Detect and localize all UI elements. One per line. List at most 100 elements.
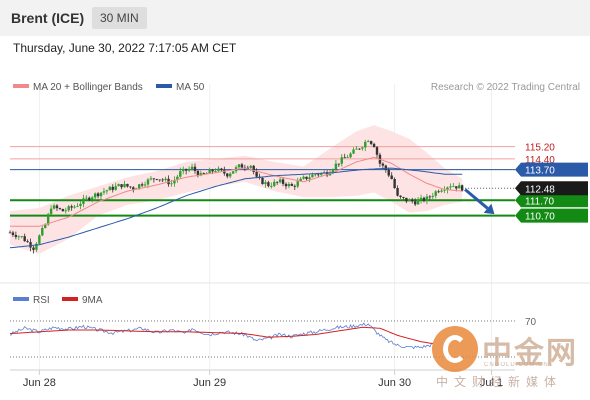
candle-body	[17, 236, 21, 238]
candle-body	[173, 180, 176, 184]
current-price-label: 112.48	[525, 184, 555, 195]
chart-header: Brent (ICE) 30 MIN	[0, 0, 590, 36]
projection-arrow	[464, 188, 495, 215]
watermark-name: 中金网	[482, 336, 578, 371]
level-label-111.70: 111.70	[525, 196, 555, 207]
ma50-legend-label: MA 50	[176, 82, 205, 93]
candle-body	[334, 163, 338, 170]
candle-body	[193, 166, 197, 171]
candle-body	[55, 205, 59, 209]
candle-body	[202, 173, 205, 174]
candle-body	[273, 181, 276, 186]
candle-body	[132, 187, 135, 190]
candle-body	[161, 179, 164, 181]
candle-body	[425, 196, 429, 201]
candle-body	[46, 214, 50, 225]
candle-body	[408, 199, 411, 202]
candle-body	[8, 232, 12, 234]
candle-body	[152, 178, 156, 180]
candle-body	[317, 174, 320, 176]
rsi-legend: RSI 9MA	[13, 295, 103, 306]
rsi-ma-legend-label: 9MA	[82, 295, 103, 306]
candle-body	[437, 191, 440, 193]
candle-body	[76, 205, 79, 207]
candle-body	[41, 227, 44, 236]
candle-body	[340, 157, 343, 164]
candle-body	[325, 172, 329, 176]
candle-body	[446, 187, 449, 190]
candle-body	[88, 197, 91, 200]
candle-body	[411, 199, 414, 202]
candle-body	[140, 184, 144, 186]
candle-body	[240, 164, 244, 168]
timeframe-badge[interactable]: 30 MIN	[92, 7, 147, 29]
candle-body	[399, 195, 402, 197]
candle-body	[93, 193, 97, 198]
candle-body	[82, 198, 85, 204]
ma20-swatch	[13, 84, 29, 88]
candle-body	[237, 164, 241, 168]
candle-body	[287, 184, 291, 187]
candle-body	[20, 236, 23, 238]
candle-body	[155, 179, 159, 180]
candle-body	[267, 182, 270, 187]
rsi-line	[9, 322, 434, 350]
candle-body	[111, 186, 114, 190]
rsi-ma-swatch	[62, 297, 78, 301]
candle-body	[364, 141, 367, 148]
level-tag-111.70	[515, 193, 588, 208]
level-tag-113.70	[515, 162, 588, 177]
candle-body	[44, 224, 47, 228]
candle-body	[440, 190, 443, 192]
candle-body	[366, 141, 370, 142]
candle-body	[361, 147, 364, 149]
candle-body	[158, 179, 161, 181]
candle-body	[252, 165, 255, 172]
candle-body	[384, 165, 388, 170]
candle-body	[352, 149, 355, 154]
rsi-pane: 70	[9, 317, 537, 358]
candle-body	[413, 201, 417, 205]
candle-body	[293, 185, 296, 187]
candle-body	[449, 186, 452, 188]
watermark: 中金网 CNGOLD.COM.CN 中文财经新媒体	[432, 326, 582, 390]
candle-body	[229, 173, 232, 177]
candle-body	[281, 179, 285, 184]
level-label-115.20: 115.20	[525, 143, 555, 154]
candle-body	[67, 206, 70, 211]
candle-body	[460, 185, 464, 191]
candle-body	[231, 171, 235, 174]
candle-body	[14, 234, 18, 238]
candle-body	[182, 168, 185, 172]
candle-body	[23, 236, 26, 242]
candle-body	[278, 179, 282, 183]
candle-body	[428, 196, 432, 198]
candle-body	[99, 192, 103, 197]
candle-body	[422, 197, 426, 201]
candle-body	[255, 171, 258, 177]
bollinger-band	[10, 125, 463, 254]
candle-body	[214, 171, 217, 172]
candle-body	[264, 182, 267, 185]
candle-body	[358, 148, 361, 150]
candle-body	[120, 184, 123, 188]
candle-body	[290, 184, 294, 186]
instrument-title: Brent (ICE)	[11, 10, 85, 26]
candle-body	[208, 169, 211, 174]
price-levels	[10, 146, 515, 217]
chart-legend: MA 20 + Bollinger Bands MA 50 Research ©…	[13, 82, 580, 93]
candle-body	[26, 241, 29, 243]
candle-body	[302, 176, 305, 179]
level-label-110.70: 110.70	[525, 212, 555, 223]
candle-body	[284, 183, 288, 187]
candle-body	[299, 178, 302, 182]
candle-body	[176, 176, 179, 181]
candle-body	[375, 147, 379, 155]
candle-body	[369, 141, 373, 144]
watermark-subtitle: 中文财经新媒体	[436, 375, 563, 389]
candle-body	[261, 177, 264, 185]
candle-body	[419, 197, 423, 200]
candle-body	[35, 243, 38, 250]
current-price-tag	[515, 181, 588, 196]
candle-body	[85, 197, 88, 199]
